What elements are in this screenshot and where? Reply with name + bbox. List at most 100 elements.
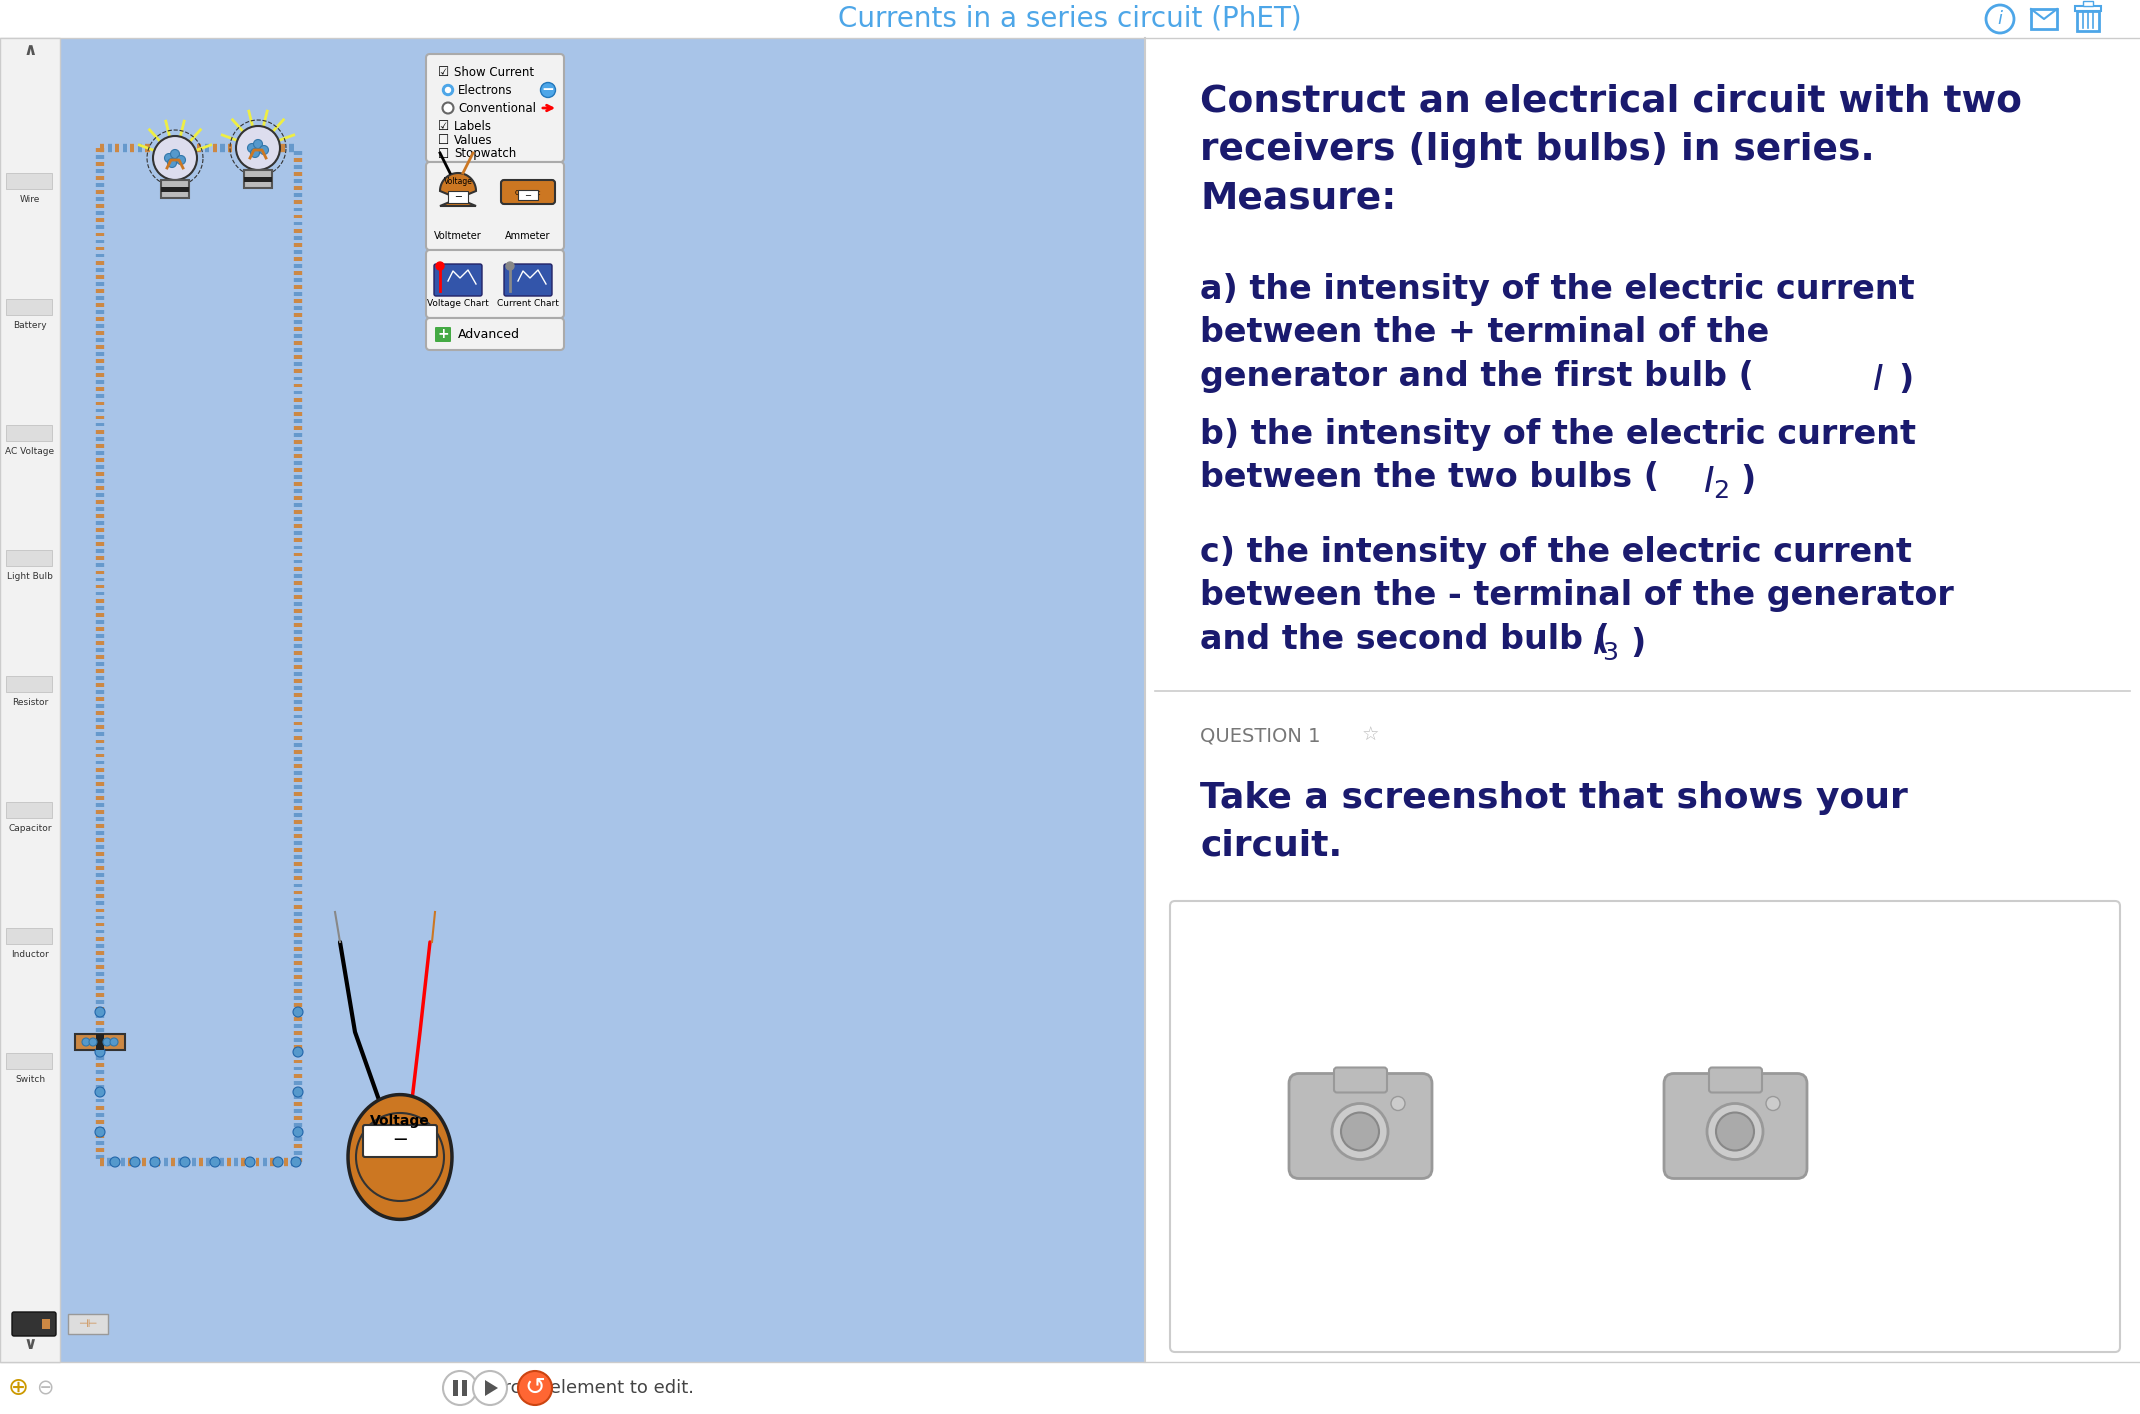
FancyBboxPatch shape xyxy=(426,318,565,351)
Circle shape xyxy=(259,146,268,154)
Polygon shape xyxy=(486,1380,499,1396)
Text: AC Voltage: AC Voltage xyxy=(6,447,54,455)
Bar xyxy=(2082,1,2093,6)
Circle shape xyxy=(171,150,180,158)
Text: ∨: ∨ xyxy=(24,1335,36,1353)
Circle shape xyxy=(253,140,263,148)
Circle shape xyxy=(1342,1113,1378,1151)
Circle shape xyxy=(180,1157,190,1167)
Circle shape xyxy=(250,148,259,157)
Text: Values: Values xyxy=(454,133,492,147)
Bar xyxy=(43,1319,49,1329)
Bar xyxy=(2078,11,2099,31)
FancyBboxPatch shape xyxy=(426,163,565,250)
Bar xyxy=(6,676,51,691)
FancyBboxPatch shape xyxy=(364,1126,437,1157)
Bar xyxy=(454,1380,458,1396)
Text: $\mathit{I}_2$: $\mathit{I}_2$ xyxy=(1703,464,1729,501)
Bar xyxy=(6,802,51,817)
Text: Inductor: Inductor xyxy=(11,950,49,959)
Circle shape xyxy=(94,1046,105,1058)
Bar xyxy=(160,180,188,198)
Circle shape xyxy=(248,143,257,153)
Text: Switch: Switch xyxy=(15,1076,45,1085)
Circle shape xyxy=(473,1372,507,1406)
Text: Currents in a series circuit (PhET): Currents in a series circuit (PhET) xyxy=(839,6,1301,33)
Text: ∧: ∧ xyxy=(24,41,36,59)
Bar xyxy=(462,1380,467,1396)
FancyBboxPatch shape xyxy=(1665,1073,1806,1178)
Circle shape xyxy=(235,126,280,170)
Text: $\mathit{I}_3$: $\mathit{I}_3$ xyxy=(1592,626,1618,662)
FancyBboxPatch shape xyxy=(1710,1068,1761,1093)
Bar xyxy=(6,928,51,943)
Text: ): ) xyxy=(1740,464,1755,496)
Circle shape xyxy=(291,1157,302,1167)
Bar xyxy=(0,38,60,1362)
Text: Current: Current xyxy=(516,189,541,197)
Circle shape xyxy=(150,1157,160,1167)
Circle shape xyxy=(443,102,454,113)
Text: Wire: Wire xyxy=(19,195,41,204)
Circle shape xyxy=(94,1127,105,1137)
Circle shape xyxy=(81,1038,90,1046)
FancyBboxPatch shape xyxy=(501,180,554,204)
Circle shape xyxy=(1331,1103,1389,1159)
Bar xyxy=(6,550,51,567)
Text: $\mathit{I}$: $\mathit{I}$ xyxy=(1872,363,1883,397)
Circle shape xyxy=(109,1157,120,1167)
Bar xyxy=(6,173,51,189)
FancyBboxPatch shape xyxy=(1333,1068,1387,1093)
Bar xyxy=(75,1034,124,1051)
Text: Capacitor: Capacitor xyxy=(9,824,51,833)
Circle shape xyxy=(518,1372,552,1406)
FancyBboxPatch shape xyxy=(1171,901,2121,1352)
Text: Light Bulb: Light Bulb xyxy=(6,573,54,581)
Polygon shape xyxy=(349,1094,452,1219)
Circle shape xyxy=(152,136,197,180)
Circle shape xyxy=(94,1087,105,1097)
Text: Show Current: Show Current xyxy=(454,65,535,79)
Bar xyxy=(1145,38,2140,1362)
Bar xyxy=(6,424,51,441)
FancyBboxPatch shape xyxy=(1288,1073,1432,1178)
Circle shape xyxy=(210,1157,220,1167)
Bar xyxy=(2031,8,2057,30)
Circle shape xyxy=(293,1007,304,1017)
Bar xyxy=(0,38,1145,1362)
Circle shape xyxy=(165,154,173,163)
Text: ): ) xyxy=(1898,363,1913,396)
Text: +: + xyxy=(437,328,449,342)
Circle shape xyxy=(1986,6,2014,33)
Circle shape xyxy=(94,1007,105,1017)
Circle shape xyxy=(244,1157,255,1167)
Text: Battery: Battery xyxy=(13,321,47,329)
Text: Conventional: Conventional xyxy=(458,102,535,115)
Polygon shape xyxy=(441,173,475,206)
Text: Current Chart: Current Chart xyxy=(496,300,559,308)
Circle shape xyxy=(109,1038,118,1046)
Text: a) the intensity of the electric current
between the + terminal of the
generator: a) the intensity of the electric current… xyxy=(1201,273,1915,393)
Circle shape xyxy=(167,158,175,167)
Bar xyxy=(244,177,272,182)
Circle shape xyxy=(1391,1096,1406,1110)
Circle shape xyxy=(274,1157,282,1167)
Text: ☑: ☑ xyxy=(439,65,449,79)
Text: Take a screenshot that shows your
circuit.: Take a screenshot that shows your circui… xyxy=(1201,781,1909,863)
Bar xyxy=(6,1053,51,1069)
Text: Voltage: Voltage xyxy=(443,177,473,185)
Bar xyxy=(0,1362,2140,1414)
Text: ─: ─ xyxy=(456,192,460,202)
Circle shape xyxy=(505,262,514,270)
Text: ─: ─ xyxy=(526,191,531,199)
Text: ☐: ☐ xyxy=(439,147,449,161)
Bar xyxy=(244,170,272,188)
Text: Resistor: Resistor xyxy=(13,699,47,707)
Circle shape xyxy=(293,1087,304,1097)
Bar xyxy=(518,189,537,199)
Bar xyxy=(447,191,469,204)
Bar xyxy=(96,1034,105,1051)
FancyBboxPatch shape xyxy=(13,1312,56,1336)
FancyBboxPatch shape xyxy=(426,54,565,163)
Bar xyxy=(160,187,188,192)
